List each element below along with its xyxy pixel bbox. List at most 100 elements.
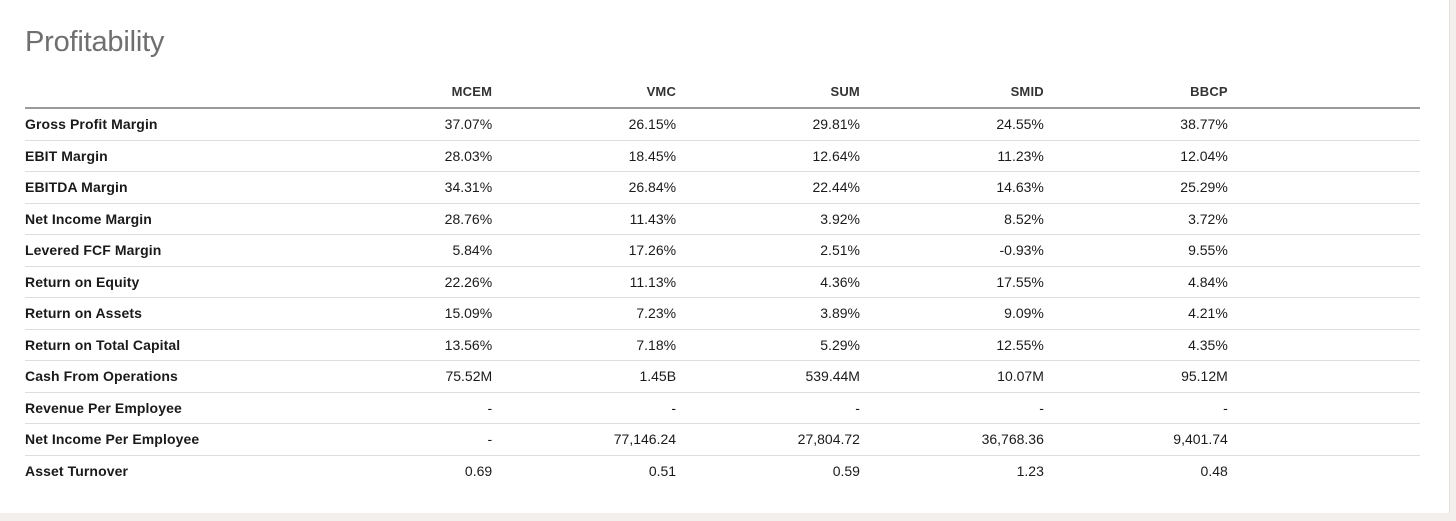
table-row: Cash From Operations 75.52M 1.45B 539.44… <box>25 360 1420 393</box>
spacer-cell <box>1227 360 1420 393</box>
header-spacer-cell <box>1227 76 1420 109</box>
table-cell: 28.76% <box>308 203 493 235</box>
table-cell: 4.36% <box>676 266 860 298</box>
table-cell: 1.45B <box>492 360 677 393</box>
table-cell: 34.31% <box>308 171 493 204</box>
table-cell: 0.48 <box>1200 462 1228 479</box>
profitability-table: MCEM VMC SUM SMID BBCP Gross Profit Marg… <box>25 76 1420 486</box>
table-cell: 9.09% <box>859 297 1044 330</box>
table-cell: 27,804.72 <box>676 423 860 456</box>
spacer-cell <box>1227 392 1420 424</box>
table-cell: 0.69 <box>464 462 493 479</box>
table-cell: 38.77% <box>1043 108 1228 141</box>
column-header-vmc[interactable]: VMC <box>492 76 677 109</box>
table-cell: 15.09% <box>308 297 493 330</box>
column-header-smid[interactable]: SMID <box>859 76 1044 109</box>
section-title: Profitability <box>25 26 165 58</box>
table-cell: 2.51% <box>676 234 860 267</box>
table-cell: -0.93% <box>859 234 1044 267</box>
row-label: Asset Turnover <box>25 462 129 479</box>
table-cell: 1.23 <box>1016 462 1044 479</box>
table-cell: 28.03% <box>308 140 493 172</box>
table-cell: 24.55% <box>859 108 1044 141</box>
table-cell: 539.44M <box>676 360 860 393</box>
row-label: Return on Equity <box>25 266 309 298</box>
spacer-cell <box>1227 423 1420 456</box>
table-row: Levered FCF Margin 5.84% 17.26% 2.51% -0… <box>25 234 1420 267</box>
table-cell: - <box>308 423 493 456</box>
row-label: Revenue Per Employee <box>25 392 309 424</box>
table-row: EBIT Margin 28.03% 18.45% 12.64% 11.23% … <box>25 140 1420 172</box>
spacer-cell <box>1227 297 1420 330</box>
table-cell: 10.07M <box>859 360 1044 393</box>
spacer-cell <box>1227 203 1420 235</box>
table-cell: - <box>676 392 860 424</box>
spacer-cell <box>1227 234 1420 267</box>
table-row: Return on Equity 22.26% 11.13% 4.36% 17.… <box>25 266 1420 298</box>
table-cell: 9,401.74 <box>1043 423 1228 456</box>
table-cell: 26.15% <box>492 108 677 141</box>
table-cell: 36,768.36 <box>859 423 1044 456</box>
table-cell: 4.35% <box>1043 329 1228 361</box>
table-cell: 14.63% <box>859 171 1044 204</box>
table-cell: 5.84% <box>308 234 493 267</box>
column-header-sum[interactable]: SUM <box>676 76 860 109</box>
table-cell: 5.29% <box>676 329 860 361</box>
table-cell: 12.55% <box>859 329 1044 361</box>
table-cell: 0.59 <box>832 462 860 479</box>
table-cell: 8.52% <box>859 203 1044 235</box>
table-row: EBITDA Margin 34.31% 26.84% 22.44% 14.63… <box>25 171 1420 204</box>
spacer-cell <box>1227 140 1420 172</box>
table-cell: 11.43% <box>492 203 677 235</box>
table-cell: 11.23% <box>859 140 1044 172</box>
spacer-cell <box>1228 455 1420 486</box>
table-cell: 9.55% <box>1043 234 1228 267</box>
row-label: EBIT Margin <box>25 140 309 172</box>
table-cell: - <box>1043 392 1228 424</box>
table-cell: 11.13% <box>492 266 677 298</box>
table-cell: 17.55% <box>859 266 1044 298</box>
table-cell: 3.89% <box>676 297 860 330</box>
table-cell: 22.44% <box>676 171 860 204</box>
table-cell: 4.84% <box>1043 266 1228 298</box>
table-cell: - <box>308 392 493 424</box>
row-label: Levered FCF Margin <box>25 234 309 267</box>
column-header-bbcp[interactable]: BBCP <box>1043 76 1228 109</box>
table-header-row: MCEM VMC SUM SMID BBCP <box>25 76 1420 109</box>
row-label: Return on Total Capital <box>25 329 309 361</box>
table-cell: 18.45% <box>492 140 677 172</box>
header-label-cell <box>25 76 309 109</box>
table-cell: 4.21% <box>1043 297 1228 330</box>
table-cell: 77,146.24 <box>492 423 677 456</box>
table-cell: 7.23% <box>492 297 677 330</box>
spacer-cell <box>1227 108 1420 141</box>
table-row: Net Income Per Employee - 77,146.24 27,8… <box>25 423 1420 456</box>
row-label: Net Income Per Employee <box>25 423 309 456</box>
table-cell: 13.56% <box>308 329 493 361</box>
table-cell: 7.18% <box>492 329 677 361</box>
table-cell: 3.72% <box>1043 203 1228 235</box>
row-label: Gross Profit Margin <box>25 108 309 141</box>
table-cell: 25.29% <box>1043 171 1228 204</box>
table-cell: 17.26% <box>492 234 677 267</box>
table-cell: - <box>859 392 1044 424</box>
table-cell: - <box>492 392 677 424</box>
table-cell: 22.26% <box>308 266 493 298</box>
column-header-mcem[interactable]: MCEM <box>308 76 493 109</box>
spacer-cell <box>1227 171 1420 204</box>
table-row: Return on Assets 15.09% 7.23% 3.89% 9.09… <box>25 297 1420 330</box>
row-label: Return on Assets <box>25 297 309 330</box>
table-row: Return on Total Capital 13.56% 7.18% 5.2… <box>25 329 1420 361</box>
table-row: Asset Turnover 0.69 0.51 0.59 1.23 0.48 <box>25 455 1420 486</box>
table-cell: 75.52M <box>308 360 493 393</box>
table-cell: 37.07% <box>308 108 493 141</box>
row-label: Net Income Margin <box>25 203 309 235</box>
spacer-cell <box>1227 266 1420 298</box>
table-row: Revenue Per Employee - - - - - <box>25 392 1420 424</box>
table-cell: 0.51 <box>648 462 677 479</box>
row-label: Cash From Operations <box>25 360 309 393</box>
table-cell: 95.12M <box>1043 360 1228 393</box>
row-label: EBITDA Margin <box>25 171 309 204</box>
table-row: Net Income Margin 28.76% 11.43% 3.92% 8.… <box>25 203 1420 235</box>
